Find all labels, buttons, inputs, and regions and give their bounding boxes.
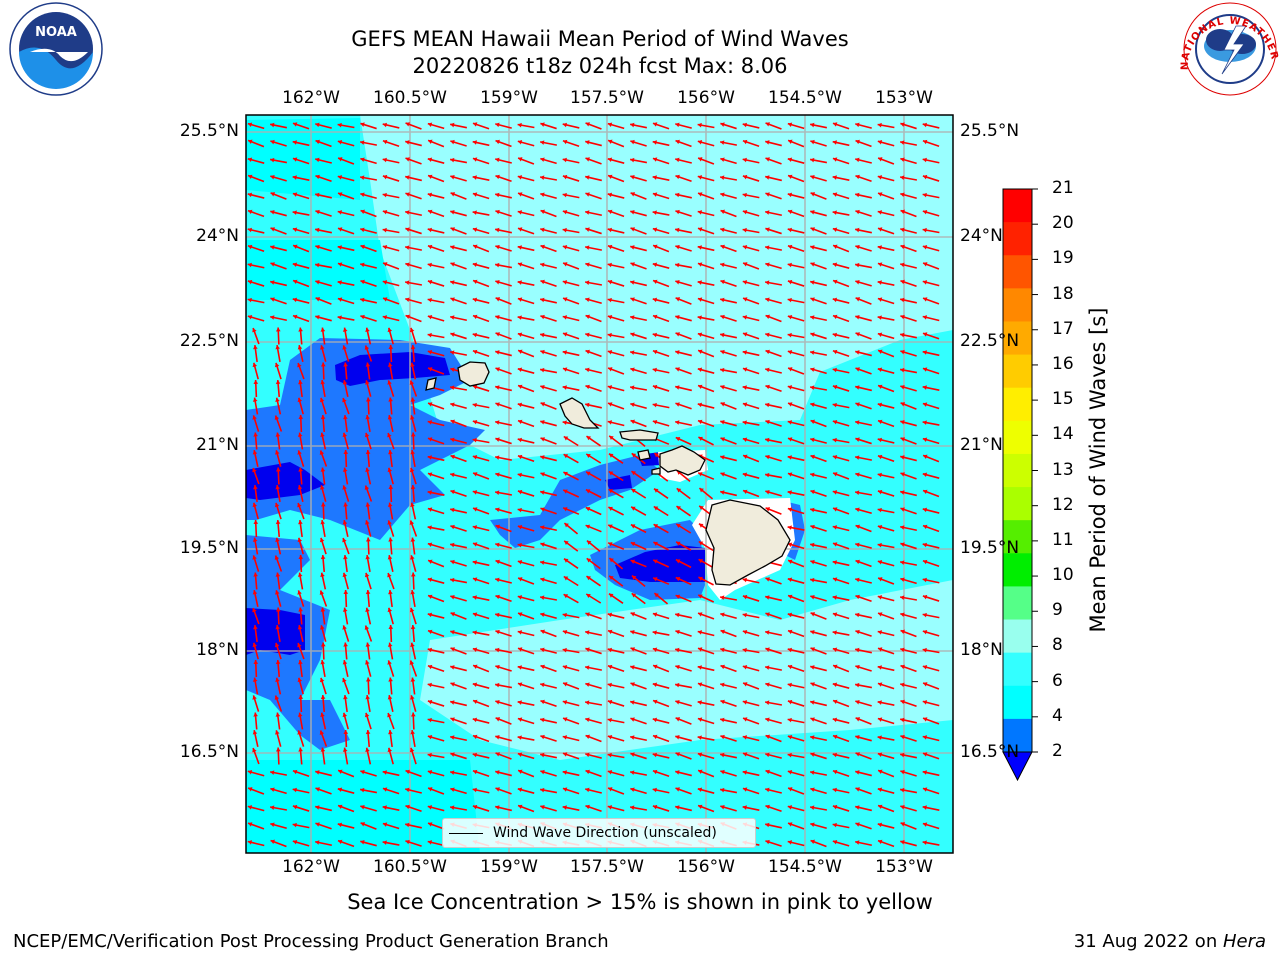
lat-label: 21°N xyxy=(196,435,239,455)
island-big-island xyxy=(705,499,791,586)
colorbar-segment xyxy=(1003,520,1032,554)
colorbar-segment xyxy=(1003,718,1032,753)
colorbar-segment xyxy=(1003,288,1032,322)
colorbar-segment xyxy=(1003,652,1032,687)
colorbar-label: Mean Period of Wind Waves [s] xyxy=(1086,307,1110,633)
colorbar-tick-label: 12 xyxy=(1052,494,1074,515)
lat-label: 24°N xyxy=(960,226,1003,246)
legend-line-icon xyxy=(449,832,483,834)
island-oahu xyxy=(559,397,600,429)
lon-label: 154.5°W xyxy=(768,88,842,108)
colorbar-tick-label: 2 xyxy=(1052,741,1063,761)
map-area xyxy=(246,115,953,853)
colorbar-segment xyxy=(1003,321,1032,356)
chart-title: GEFS MEAN Hawaii Mean Period of Wind Wav… xyxy=(351,27,849,51)
island-niihau xyxy=(425,377,437,391)
lon-label: 162°W xyxy=(282,857,340,877)
lon-label: 159°W xyxy=(480,88,538,108)
lon-label: 153°W xyxy=(875,88,933,108)
noaa-logo-icon: NOAA xyxy=(9,2,103,96)
colorbar-tick-label: 11 xyxy=(1052,529,1074,550)
map-legend: Wind Wave Direction (unscaled) xyxy=(442,818,756,848)
colorbar-segment xyxy=(1003,487,1032,521)
colorbar-tick-label: 8 xyxy=(1052,635,1063,656)
colorbar-tick-label: 21 xyxy=(1052,178,1074,198)
colorbar-segment xyxy=(1003,222,1032,256)
lon-label: 154.5°W xyxy=(768,857,842,877)
lon-label: 157.5°W xyxy=(570,88,644,108)
colorbar-segment xyxy=(1003,189,1032,223)
lat-label: 22.5°N xyxy=(960,331,1020,351)
lat-label: 21°N xyxy=(960,435,1003,455)
credit-text: NCEP/EMC/Verification Post Processing Pr… xyxy=(13,931,609,952)
colorbar xyxy=(1002,188,1038,782)
island-molokai xyxy=(619,429,659,441)
lat-label: 25.5°N xyxy=(179,121,239,141)
noaa-logo-text: NOAA xyxy=(35,25,77,40)
island-lanai xyxy=(637,449,651,461)
colorbar-segment xyxy=(1003,420,1032,455)
lat-label: 19.5°N xyxy=(179,538,239,558)
island-maui xyxy=(659,445,706,476)
colorbar-segment xyxy=(1003,685,1032,720)
lon-label: 157.5°W xyxy=(570,857,644,877)
lat-label: 19.5°N xyxy=(960,538,1020,558)
colorbar-segment xyxy=(1003,387,1032,422)
colorbar-tick-label: 18 xyxy=(1052,283,1074,304)
machine-name: Hera xyxy=(1222,931,1266,952)
colorbar-tick-label: 16 xyxy=(1052,353,1074,374)
legend-label: Wind Wave Direction (unscaled) xyxy=(493,825,717,841)
colorbar-tick-label: 14 xyxy=(1052,424,1074,445)
colorbar-tick-label: 9 xyxy=(1052,600,1063,621)
island-kauai xyxy=(457,361,490,387)
colorbar-tick-label: 19 xyxy=(1052,248,1074,269)
colorbar-tick-label: 20 xyxy=(1052,213,1074,234)
wind-vector-field xyxy=(247,122,940,848)
colorbar-segment xyxy=(1003,619,1032,654)
lat-label: 22.5°N xyxy=(179,331,239,351)
lat-label: 16.5°N xyxy=(960,742,1020,762)
chart-subtitle: 20220826 t18z 024h fcst Max: 8.06 xyxy=(412,54,788,78)
nws-logo-text: NATIONAL WEATHER SERVICE xyxy=(0,0,1280,70)
nws-logo-icon: NATIONAL WEATHER SERVICE xyxy=(0,0,1280,96)
date-stamp: 31 Aug 2022 on Hera xyxy=(1073,931,1266,952)
colorbar-tick-label: 6 xyxy=(1052,670,1063,691)
lon-label: 156°W xyxy=(677,857,735,877)
colorbar-tick-label: 15 xyxy=(1052,389,1074,410)
hawaii-islands xyxy=(425,361,791,586)
lat-label: 24°N xyxy=(196,226,239,246)
lat-label: 25.5°N xyxy=(960,121,1020,141)
lon-label: 160.5°W xyxy=(373,857,447,877)
lon-label: 162°W xyxy=(282,88,340,108)
colorbar-tick-label: 17 xyxy=(1052,318,1074,339)
colorbar-tick-label: 10 xyxy=(1052,565,1074,586)
island-kahoolawe xyxy=(651,467,661,475)
lat-label: 16.5°N xyxy=(179,742,239,762)
map-frame xyxy=(245,114,954,854)
lon-label: 159°W xyxy=(480,857,538,877)
colorbar-tick-label: 13 xyxy=(1052,459,1074,480)
colorbar-segment xyxy=(1003,453,1032,488)
lat-label: 18°N xyxy=(960,640,1003,660)
lon-label: 160.5°W xyxy=(373,88,447,108)
colorbar-segment xyxy=(1003,553,1032,587)
colorbar-tick-label: 4 xyxy=(1052,705,1063,726)
lon-label: 156°W xyxy=(677,88,735,108)
colorbar-segment xyxy=(1003,586,1032,621)
colorbar-segment xyxy=(1003,255,1032,289)
lon-label: 153°W xyxy=(875,857,933,877)
lat-label: 18°N xyxy=(196,640,239,660)
sea-ice-note: Sea Ice Concentration > 15% is shown in … xyxy=(347,890,933,914)
colorbar-segment xyxy=(1003,354,1032,389)
